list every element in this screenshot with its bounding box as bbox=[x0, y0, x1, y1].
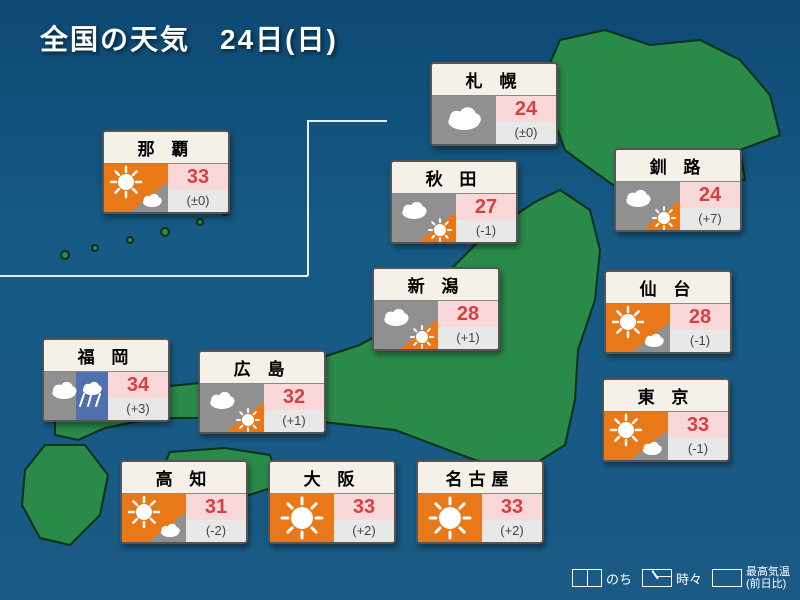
temp-high: 24 bbox=[680, 182, 740, 208]
temp-high: 28 bbox=[670, 304, 730, 330]
legend-later: のち bbox=[572, 569, 632, 588]
city-name: 新 潟 bbox=[374, 269, 498, 301]
inset-line bbox=[307, 120, 387, 122]
weather-card-tokyo: 東 京 33 (-1) bbox=[602, 378, 730, 462]
weather-icon bbox=[104, 164, 168, 212]
temp-high: 28 bbox=[438, 301, 498, 327]
city-name: 高 知 bbox=[122, 462, 246, 494]
weather-card-akita: 秋 田 27 (-1) bbox=[390, 160, 518, 244]
weather-card-osaka: 大 阪 33 (+2) bbox=[268, 460, 396, 544]
weather-card-kushiro: 釧 路 24 (+7) bbox=[614, 148, 742, 232]
weather-card-sendai: 仙 台 28 (-1) bbox=[604, 270, 732, 354]
city-name: 広 島 bbox=[200, 352, 324, 384]
weather-icon bbox=[432, 96, 496, 144]
city-name: 名古屋 bbox=[418, 462, 542, 494]
map-title: 全国の天気 24日(日) bbox=[40, 18, 338, 58]
city-name: 釧 路 bbox=[616, 150, 740, 182]
temp-diff: (-1) bbox=[668, 438, 728, 460]
temp-diff: (-1) bbox=[456, 220, 516, 242]
legend-box-diag bbox=[642, 569, 672, 587]
temp-diff: (-1) bbox=[670, 330, 730, 352]
weather-icon bbox=[616, 182, 680, 230]
weather-card-hiroshima: 広 島 32 (+1) bbox=[198, 350, 326, 434]
temp-diff: (+7) bbox=[680, 208, 740, 230]
temp-high: 27 bbox=[456, 194, 516, 220]
legend: のち 時々 最高気温 (前日比) bbox=[572, 566, 790, 590]
temp-high: 33 bbox=[668, 412, 728, 438]
weather-card-fukuoka: 福 岡 34 (+3) bbox=[42, 338, 170, 422]
temp-diff: (+2) bbox=[482, 520, 542, 542]
weather-icon bbox=[418, 494, 482, 542]
weather-card-nagoya: 名古屋 33 (+2) bbox=[416, 460, 544, 544]
legend-plain: 最高気温 (前日比) bbox=[712, 566, 790, 590]
city-name: 札 幌 bbox=[432, 64, 556, 96]
weather-card-naha: 那 覇 33 (±0) bbox=[102, 130, 230, 214]
temp-diff: (±0) bbox=[496, 122, 556, 144]
city-name: 東 京 bbox=[604, 380, 728, 412]
legend-temp-label: 最高気温 (前日比) bbox=[746, 566, 790, 590]
temp-diff: (+1) bbox=[264, 410, 324, 432]
inset-line bbox=[0, 275, 308, 277]
city-name: 那 覇 bbox=[104, 132, 228, 164]
weather-icon bbox=[270, 494, 334, 542]
temp-high: 32 bbox=[264, 384, 324, 410]
weather-icon bbox=[200, 384, 264, 432]
temp-high: 31 bbox=[186, 494, 246, 520]
temp-high: 34 bbox=[108, 372, 168, 398]
city-name: 仙 台 bbox=[606, 272, 730, 304]
temp-high: 33 bbox=[334, 494, 394, 520]
weather-map: 全国の天気 24日(日) 札 幌 24 (±0) 釧 路 24 (+7) bbox=[0, 0, 800, 600]
inset-line bbox=[307, 120, 309, 276]
legend-box-plain bbox=[712, 569, 742, 587]
weather-icon bbox=[604, 412, 668, 460]
temp-diff: (+2) bbox=[334, 520, 394, 542]
temp-high: 33 bbox=[168, 164, 228, 190]
weather-icon bbox=[606, 304, 670, 352]
legend-later-label: のち bbox=[606, 569, 632, 588]
legend-sometimes-label: 時々 bbox=[676, 569, 702, 588]
city-name: 福 岡 bbox=[44, 340, 168, 372]
temp-diff: (+1) bbox=[438, 327, 498, 349]
weather-icon bbox=[374, 301, 438, 349]
weather-icon bbox=[392, 194, 456, 242]
weather-icon bbox=[44, 372, 108, 420]
temp-high: 24 bbox=[496, 96, 556, 122]
legend-sometimes: 時々 bbox=[642, 569, 702, 588]
legend-box-split bbox=[572, 569, 602, 587]
weather-card-kochi: 高 知 31 (-2) bbox=[120, 460, 248, 544]
temp-high: 33 bbox=[482, 494, 542, 520]
weather-icon bbox=[122, 494, 186, 542]
temp-diff: (+3) bbox=[108, 398, 168, 420]
weather-card-sapporo: 札 幌 24 (±0) bbox=[430, 62, 558, 146]
city-name: 秋 田 bbox=[392, 162, 516, 194]
temp-diff: (±0) bbox=[168, 190, 228, 212]
weather-card-niigata: 新 潟 28 (+1) bbox=[372, 267, 500, 351]
temp-diff: (-2) bbox=[186, 520, 246, 542]
city-name: 大 阪 bbox=[270, 462, 394, 494]
